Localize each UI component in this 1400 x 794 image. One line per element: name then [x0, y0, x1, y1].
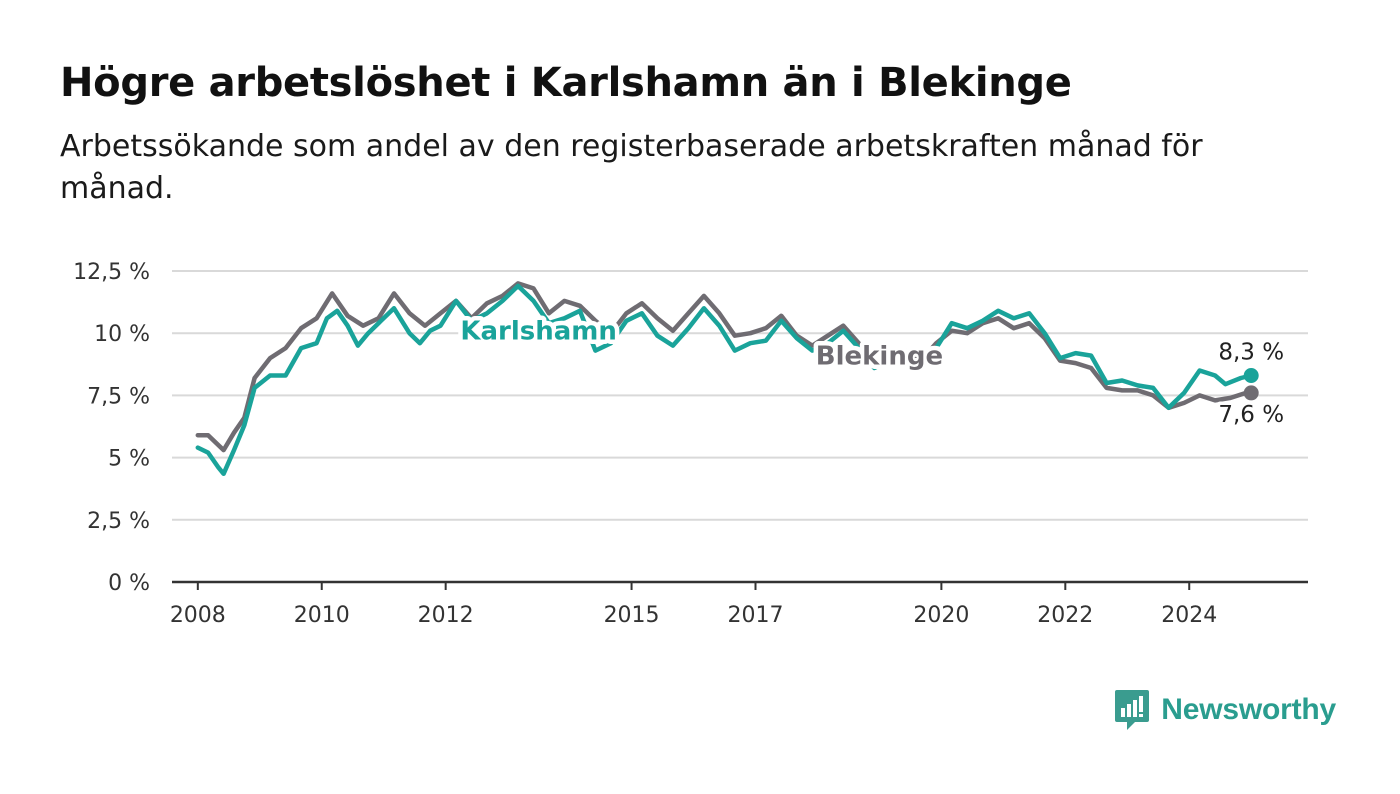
- y-tick-label: 12,5 %: [73, 260, 150, 285]
- newsworthy-logo-icon: [1115, 690, 1150, 730]
- x-tick-label: 2022: [1037, 603, 1093, 628]
- end-point-blekinge: [1243, 385, 1259, 401]
- series-label-halo: Blekinge: [816, 341, 943, 371]
- series-line-karlshamn: [195, 283, 1254, 477]
- y-tick-label: 5 %: [108, 447, 150, 472]
- newsworthy-brand[interactable]: Newsworthy: [1113, 688, 1336, 732]
- x-tick-label: 2024: [1161, 603, 1217, 628]
- x-tick-label: 2010: [294, 603, 350, 628]
- x-axis-tick-labels: 2008 2010 2012 2015 2017 2020 2022 2024: [170, 582, 1217, 628]
- y-tick-label: 7,5 %: [87, 384, 150, 409]
- series-line-blekinge: [195, 281, 1254, 453]
- end-point-karlshamn: [1243, 367, 1259, 383]
- end-value-label-halo: 7,6 %: [1218, 402, 1284, 428]
- series-lines: [195, 281, 1259, 477]
- end-value-label-blekinge: 7,6 %: [1218, 402, 1284, 428]
- y-tick-label: 10 %: [94, 322, 150, 347]
- chart-title: Högre arbetslöshet i Karlshamn än i Blek…: [60, 60, 1072, 106]
- y-axis-tick-labels: 0 % 2,5 % 5 % 7,5 % 10 % 12,5 %: [73, 260, 150, 596]
- brand-name: Newsworthy: [1161, 693, 1336, 726]
- x-tick-label: 2015: [604, 603, 660, 628]
- series-label-halo: Karlshamn: [460, 316, 617, 346]
- x-tick-label: 2017: [727, 603, 783, 628]
- series-label-blekinge: Blekinge: [816, 341, 943, 371]
- chart-subtitle: Arbetssökande som andel av den registerb…: [60, 129, 1203, 206]
- y-tick-label: 0 %: [108, 571, 150, 596]
- x-tick-label: 2020: [913, 603, 969, 628]
- end-value-label-halo: 8,3 %: [1218, 339, 1284, 365]
- y-tick-label: 2,5 %: [87, 509, 150, 534]
- x-tick-label: 2008: [170, 603, 226, 628]
- x-tick-label: 2012: [418, 603, 474, 628]
- end-value-label-karlshamn: 8,3 %: [1218, 339, 1284, 365]
- series-label-karlshamn: Karlshamn: [460, 316, 617, 346]
